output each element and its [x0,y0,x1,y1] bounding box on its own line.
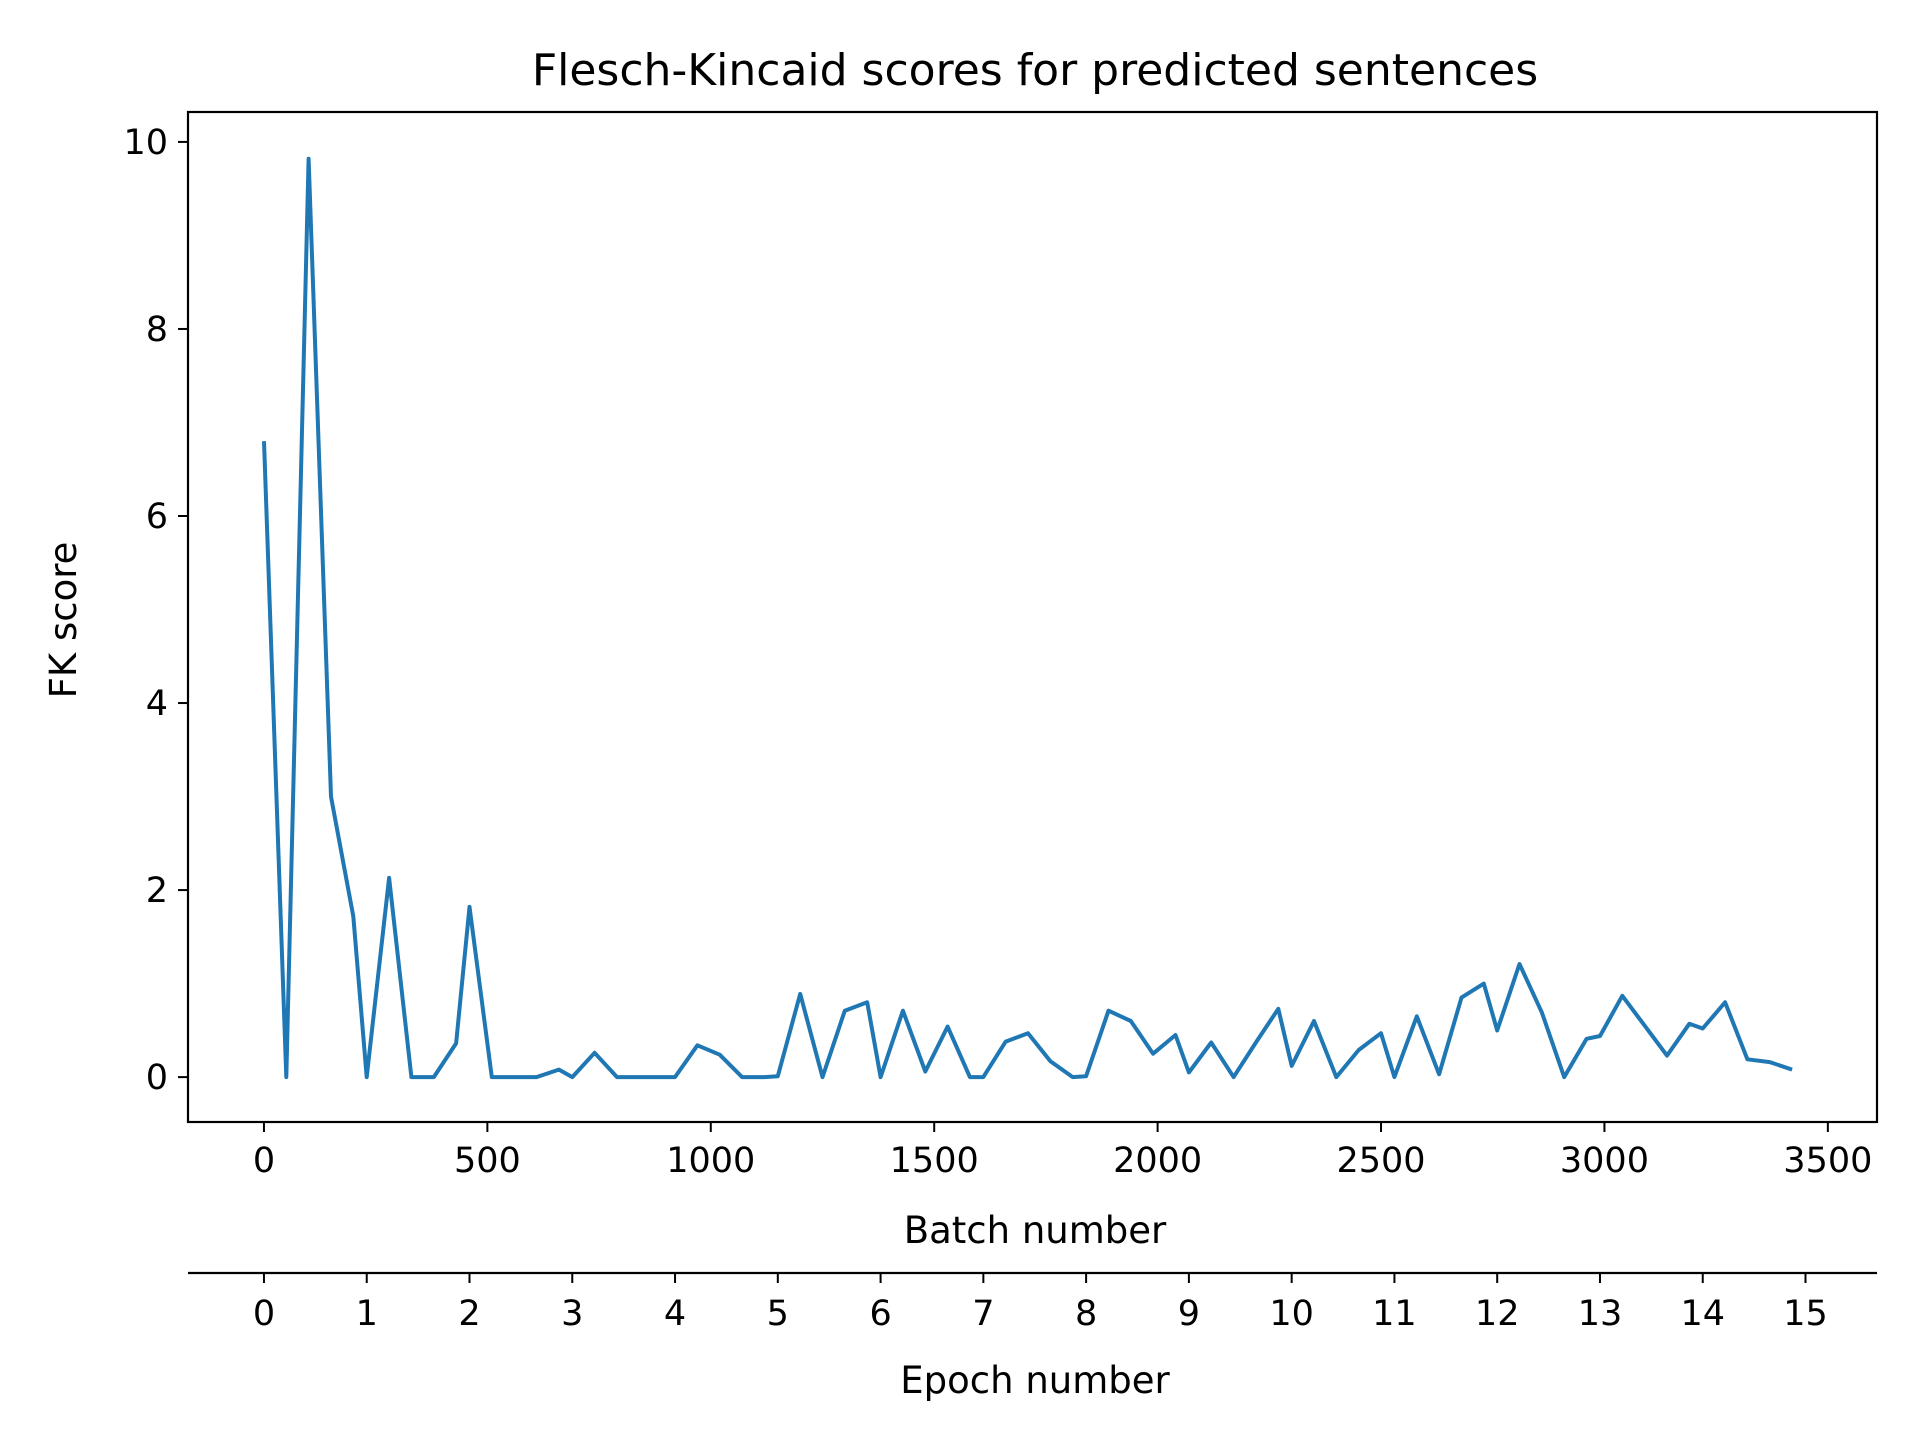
y-tick-label: 2 [146,871,168,911]
epoch-tick-label: 1 [356,1294,378,1334]
epoch-tick-label: 7 [972,1294,994,1334]
plot-area-frame [186,110,1879,1124]
y-tick-label: 10 [123,123,168,163]
x-tick-label: 2500 [1336,1141,1425,1181]
epoch-tick-label: 10 [1269,1294,1314,1334]
epoch-tick-label: 6 [869,1294,891,1334]
epoch-tick-label: 3 [561,1294,583,1334]
y-axis-label: FK score [42,542,85,699]
x-tick-label: 1000 [666,1141,755,1181]
epoch-axis-ticks: 0 1 2 3 4 5 6 7 8 9 10 11 12 13 14 15 [253,1273,1828,1334]
x-tick-label: 2000 [1113,1141,1202,1181]
epoch-axis-label: Epoch number [900,1359,1170,1402]
y-tick-label: 4 [146,684,168,724]
series-line [262,156,1793,1080]
x-tick-label: 500 [454,1141,521,1181]
x-axis-label: Batch number [904,1209,1167,1252]
y-tick-label: 6 [146,497,168,537]
y-tick-label: 8 [146,310,168,350]
epoch-tick-label: 4 [664,1294,686,1334]
x-axis-ticks: 0 500 1000 1500 2000 2500 3000 3500 [253,1122,1872,1181]
x-tick-label: 3000 [1560,1141,1649,1181]
x-tick-label: 1500 [890,1141,979,1181]
epoch-tick-label: 0 [253,1294,275,1334]
epoch-tick-label: 5 [767,1294,789,1334]
x-tick-label: 3500 [1783,1141,1872,1181]
y-axis-ticks: 0 2 4 6 8 10 [123,123,188,1098]
epoch-tick-label: 2 [458,1294,480,1334]
epoch-tick-label: 12 [1475,1294,1520,1334]
chart-title: Flesch-Kincaid scores for predicted sent… [532,45,1538,96]
y-tick-label: 0 [146,1058,168,1098]
epoch-tick-label: 9 [1178,1294,1200,1334]
epoch-tick-label: 14 [1680,1294,1725,1334]
epoch-tick-label: 13 [1578,1294,1623,1334]
epoch-tick-label: 15 [1783,1294,1828,1334]
x-tick-label: 0 [253,1141,275,1181]
epoch-tick-label: 8 [1075,1294,1097,1334]
epoch-tick-label: 11 [1372,1294,1417,1334]
